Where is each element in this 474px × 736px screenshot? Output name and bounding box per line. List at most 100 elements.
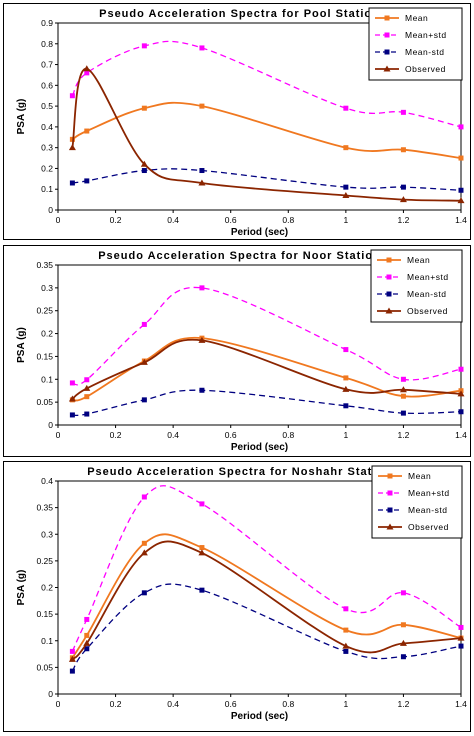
plot-area (57, 264, 462, 426)
x-axis-label: Period (sec) (231, 227, 288, 238)
legend-label: Observed (408, 522, 449, 532)
plot-area (57, 22, 462, 211)
y-tick-label: 0.8 (41, 39, 53, 49)
y-tick-label: 0.4 (41, 122, 53, 132)
data-point (199, 285, 205, 291)
legend-label: Mean (407, 255, 430, 265)
legend-marker (384, 32, 390, 38)
y-tick-label: 0.2 (41, 583, 53, 593)
legend-box (368, 7, 463, 81)
series-line (72, 286, 462, 386)
x-tick-label: 0.4 (167, 699, 179, 709)
legend-marker (386, 523, 394, 530)
y-tick-label: 0.9 (41, 18, 53, 28)
data-point (83, 639, 91, 646)
series-mean-std (69, 40, 464, 130)
data-point (69, 93, 75, 99)
y-tick-label: 0.15 (36, 609, 53, 619)
data-point (199, 387, 205, 393)
data-point (69, 668, 75, 674)
x-tick-label: 0.6 (225, 430, 237, 440)
x-tick-label: 0.6 (225, 215, 237, 225)
x-tick-label: 0.8 (282, 215, 294, 225)
data-point (68, 655, 76, 662)
y-tick-label: 0.25 (36, 306, 53, 316)
data-point (343, 648, 349, 654)
data-point (343, 375, 349, 381)
legend-box (371, 465, 463, 539)
series-line (71, 485, 462, 652)
data-point (84, 394, 90, 400)
data-point (199, 587, 205, 593)
data-point (69, 380, 75, 386)
data-point (84, 632, 90, 638)
chart-title: Pseudo Acceleration Spectra for Pool Sta… (99, 8, 380, 20)
data-point (84, 178, 90, 184)
data-point (458, 124, 464, 130)
data-point (84, 377, 90, 383)
y-tick-label: 0 (48, 689, 53, 699)
data-point (458, 366, 464, 372)
data-point (399, 639, 407, 646)
legend-marker (384, 49, 390, 55)
x-tick-label: 1.2 (398, 430, 410, 440)
y-tick-label: 0.6 (41, 80, 53, 90)
y-axis-label: PSA (g) (16, 99, 27, 135)
data-point (400, 147, 406, 153)
series-mean (69, 533, 464, 661)
data-point (199, 168, 205, 174)
data-point (343, 184, 349, 190)
x-tick-label: 1 (343, 215, 348, 225)
y-tick-label: 0.15 (36, 351, 53, 361)
data-point (84, 616, 90, 622)
y-tick-label: 0.1 (41, 184, 53, 194)
data-point (84, 646, 90, 652)
legend-box (370, 249, 463, 323)
y-tick-label: 0.25 (36, 556, 53, 566)
data-point (84, 128, 90, 134)
legend-marker (387, 490, 393, 496)
chart-svg-noshahr: Pseudo Acceleration Spectra for Noshahr … (16, 465, 467, 722)
y-axis-label: PSA (g) (16, 570, 27, 606)
y-tick-label: 0.3 (41, 283, 53, 293)
series-observed (68, 540, 465, 662)
data-point (343, 105, 349, 111)
data-point (141, 540, 147, 546)
legend-marker (383, 65, 391, 72)
data-point (141, 321, 147, 327)
data-point (68, 144, 76, 151)
data-point (458, 155, 464, 161)
data-point (400, 109, 406, 115)
data-point (83, 65, 91, 72)
y-tick-label: 0.35 (36, 503, 53, 513)
x-tick-label: 0 (56, 215, 61, 225)
chart-panel-noor: Pseudo Acceleration Spectra for Noor Sta… (3, 245, 471, 457)
y-tick-label: 0 (48, 205, 53, 215)
x-tick-label: 0.2 (110, 430, 122, 440)
data-point (458, 187, 464, 193)
data-point (198, 336, 206, 343)
data-point (399, 196, 407, 203)
series-line (71, 533, 462, 659)
data-point (343, 347, 349, 353)
data-point (83, 384, 91, 391)
data-point (141, 397, 147, 403)
data-point (199, 501, 205, 507)
data-point (198, 549, 206, 556)
series-observed (68, 65, 465, 204)
series-observed (68, 336, 465, 402)
legend-label: Mean-std (405, 47, 444, 57)
data-point (141, 168, 147, 174)
legend-marker (386, 274, 392, 280)
data-point (400, 654, 406, 660)
y-tick-label: 0.05 (36, 662, 53, 672)
y-tick-label: 0.3 (41, 143, 53, 153)
data-point (199, 103, 205, 109)
x-tick-label: 0 (56, 430, 61, 440)
x-tick-label: 1 (343, 430, 348, 440)
x-tick-label: 0.4 (167, 215, 179, 225)
chart-panel-pool: Pseudo Acceleration Spectra for Pool Sta… (3, 3, 471, 240)
data-point (457, 634, 465, 641)
legend: Mean Mean+std Mean-std Observed (370, 249, 463, 323)
legend-label: Mean+std (405, 30, 447, 40)
